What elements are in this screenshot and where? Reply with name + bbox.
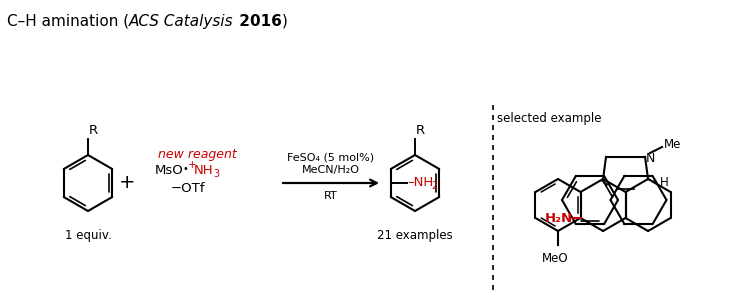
- Text: R: R: [89, 124, 98, 137]
- Text: −OTf: −OTf: [171, 182, 206, 195]
- Text: selected example: selected example: [497, 112, 602, 125]
- Text: 2: 2: [431, 181, 437, 191]
- Text: 21 examples: 21 examples: [377, 229, 453, 242]
- Text: •: •: [182, 164, 188, 174]
- Text: ): ): [282, 14, 288, 29]
- Text: 2016: 2016: [234, 14, 282, 29]
- Text: N: N: [646, 152, 656, 165]
- Text: MeCN/H₂O: MeCN/H₂O: [302, 165, 360, 175]
- Text: Me: Me: [664, 138, 681, 151]
- Text: H₂N: H₂N: [544, 211, 573, 225]
- Text: H: H: [660, 175, 669, 188]
- Text: 3: 3: [213, 169, 219, 179]
- Text: R: R: [416, 124, 425, 137]
- Text: –NH: –NH: [408, 177, 434, 189]
- Text: new reagent: new reagent: [158, 148, 237, 161]
- Text: MsO: MsO: [155, 165, 184, 178]
- Text: ACS Catalysis: ACS Catalysis: [129, 14, 234, 29]
- Text: 1 equiv.: 1 equiv.: [65, 229, 111, 242]
- Text: +: +: [119, 174, 135, 192]
- Text: NH: NH: [194, 165, 213, 178]
- Text: C–H amination (: C–H amination (: [7, 14, 129, 29]
- Text: +: +: [188, 160, 197, 170]
- Text: RT: RT: [324, 191, 338, 201]
- Text: FeSO₄ (5 mol%): FeSO₄ (5 mol%): [288, 152, 375, 162]
- Text: MeO: MeO: [541, 252, 569, 265]
